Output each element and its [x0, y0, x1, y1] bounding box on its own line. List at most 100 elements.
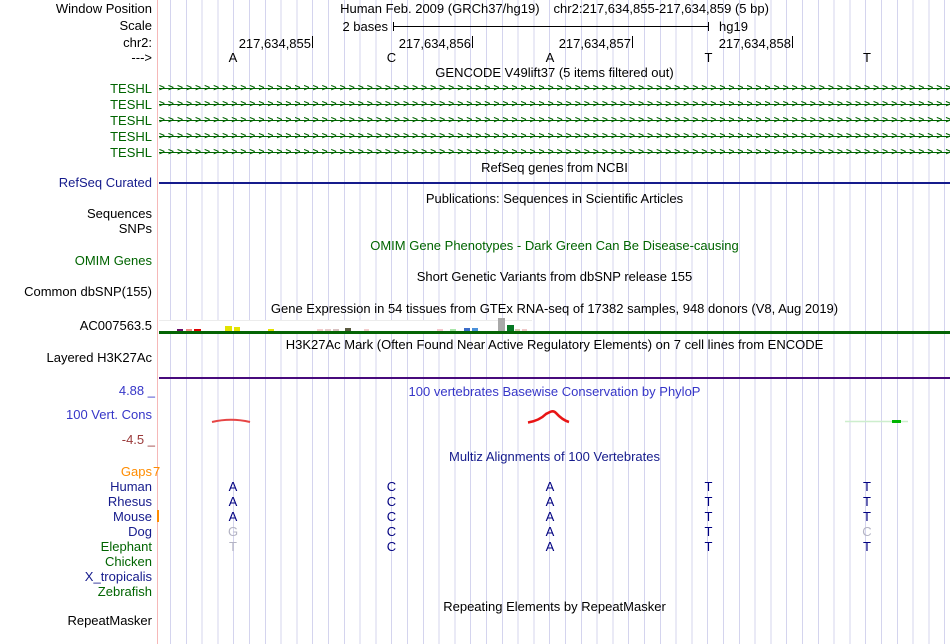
alignment-base: C	[386, 539, 397, 554]
gtex-bar	[522, 329, 527, 331]
gene-arrow-line: >>>>>>>>>>>>>>>>>>>>>>>>>>>>>>>>>>>>>>>>…	[159, 98, 950, 112]
alignment-base: C	[386, 479, 397, 494]
alignment-base: A	[545, 524, 555, 539]
track-label-repeatmasker[interactable]: RepeatMasker	[67, 613, 152, 628]
track-label-teshl[interactable]: TESHL	[110, 81, 152, 96]
species-label-human[interactable]: Human	[110, 479, 152, 494]
strand-label: --->	[131, 50, 152, 65]
repeatmasker-title[interactable]: Repeating Elements by RepeatMasker	[443, 599, 666, 614]
track-boundary-line	[157, 0, 158, 644]
ruler-base: T	[704, 50, 713, 65]
gtex-title[interactable]: Gene Expression in 54 tissues from GTEx …	[270, 301, 839, 316]
scale-bar-left-tick	[393, 22, 394, 31]
track-label-sequences[interactable]: Sequences	[86, 206, 152, 221]
conservation-min-label: -4.5 _	[121, 432, 155, 447]
gtex-bar	[225, 326, 232, 331]
ruler-coordinate: 217,634,857	[558, 36, 631, 51]
species-label-elephant[interactable]: Elephant	[100, 539, 152, 554]
ruler-base: A	[228, 50, 238, 65]
refseq-center-title[interactable]: RefSeq genes from NCBI	[481, 160, 628, 175]
phylop-dip	[211, 418, 251, 423]
track-label-common-dbsnp[interactable]: Common dbSNP(155)	[24, 284, 152, 299]
alignment-base: A	[545, 539, 555, 554]
gene-arrow-line: >>>>>>>>>>>>>>>>>>>>>>>>>>>>>>>>>>>>>>>>…	[159, 130, 950, 144]
species-label-x_tropicalis[interactable]: X_tropicalis	[84, 569, 152, 584]
gene-arrow-line: >>>>>>>>>>>>>>>>>>>>>>>>>>>>>>>>>>>>>>>>…	[159, 82, 950, 96]
alignment-base: A	[545, 494, 555, 509]
multiz-title[interactable]: Multiz Alignments of 100 Vertebrates	[448, 449, 660, 464]
genome-label: hg19	[719, 19, 748, 34]
gtex-bar	[186, 329, 192, 331]
ruler-tick	[792, 36, 793, 48]
chrom-label: chr2:	[123, 35, 152, 50]
ruler-base: C	[386, 50, 397, 65]
gencode-title[interactable]: GENCODE V49lift37 (5 items filtered out)	[435, 65, 674, 80]
track-label-vert-cons[interactable]: 100 Vert. Cons	[66, 407, 152, 422]
species-label-chicken[interactable]: Chicken	[105, 554, 152, 569]
alignment-base: T	[863, 539, 871, 554]
track-label-omim-genes[interactable]: OMIM Genes	[74, 253, 152, 268]
gene-arrow-line: >>>>>>>>>>>>>>>>>>>>>>>>>>>>>>>>>>>>>>>>…	[159, 114, 950, 128]
dbsnp-title[interactable]: Short Genetic Variants from dbSNP releas…	[416, 269, 693, 284]
conservation-wiggle	[211, 410, 908, 424]
gtex-bar	[437, 329, 443, 331]
gtex-bar	[472, 328, 478, 331]
alignment-base: T	[704, 479, 713, 494]
gtex-bar	[515, 329, 520, 331]
alignment-base: A	[228, 494, 238, 509]
track-label-teshl[interactable]: TESHL	[110, 113, 152, 128]
window-position-row: Human Feb. 2009 (GRCh37/hg19) chr2:217,63…	[159, 2, 950, 16]
alignment-base: A	[228, 479, 238, 494]
alignment-base: A	[545, 509, 555, 524]
ruler-coordinate: 217,634,855	[238, 36, 311, 51]
track-label-layered-h3k27ac[interactable]: Layered H3K27Ac	[46, 350, 152, 365]
ruler-tick	[632, 36, 633, 48]
alignment-base: A	[228, 509, 238, 524]
gaps-count-marker: 7	[153, 464, 161, 479]
track-label-gtex-gene[interactable]: AC007563.5	[79, 318, 152, 333]
h3k27ac-title[interactable]: H3K27Ac Mark (Often Found Near Active Re…	[285, 337, 824, 352]
assembly-title: Human Feb. 2009 (GRCh37/hg19)	[340, 1, 540, 16]
gtex-bar	[177, 329, 183, 331]
gtex-bar	[234, 327, 240, 331]
track-label-teshl[interactable]: TESHL	[110, 145, 152, 160]
alignment-base: T	[704, 539, 713, 554]
alignment-base: T	[704, 494, 713, 509]
alignment-base: T	[704, 524, 713, 539]
alignment-base: C	[386, 494, 397, 509]
species-label-gaps[interactable]: Gaps	[120, 464, 152, 479]
mouse-insertion-bar	[157, 510, 159, 522]
track-label-snps[interactable]: SNPs	[118, 221, 152, 236]
species-label-zebrafish[interactable]: Zebrafish	[97, 584, 152, 599]
track-label-refseq-curated[interactable]: RefSeq Curated	[58, 175, 152, 190]
gtex-bar	[268, 329, 274, 331]
scale-label: Scale	[119, 18, 152, 33]
gtex-bar	[325, 329, 331, 331]
track-label-teshl[interactable]: TESHL	[110, 129, 152, 144]
scale-bar-line	[393, 26, 709, 27]
refseq-gene-line	[159, 182, 950, 184]
gtex-bar	[498, 318, 505, 331]
species-label-rhesus[interactable]: Rhesus	[107, 494, 152, 509]
alignment-base: T	[704, 509, 713, 524]
species-label-dog[interactable]: Dog	[128, 524, 152, 539]
ruler-tick	[472, 36, 473, 48]
gtex-bar	[317, 329, 323, 331]
window-position-label: Window Position	[55, 1, 152, 16]
alignment-base: C	[386, 524, 397, 539]
track-label-teshl[interactable]: TESHL	[110, 97, 152, 112]
gtex-bar	[507, 325, 514, 331]
ruler-coordinate: 217,634,856	[398, 36, 471, 51]
ruler-tick	[312, 36, 313, 48]
species-label-mouse[interactable]: Mouse	[112, 509, 152, 524]
gtex-bar	[464, 328, 470, 331]
gtex-bar	[450, 329, 456, 331]
alignment-base: C	[862, 524, 872, 539]
alignment-base: A	[545, 479, 555, 494]
omim-title[interactable]: OMIM Gene Phenotypes - Dark Green Can Be…	[370, 238, 739, 253]
publications-title[interactable]: Publications: Sequences in Scientific Ar…	[425, 191, 684, 206]
gtex-bar	[333, 329, 339, 331]
conservation-max-label: 4.88 _	[118, 383, 155, 398]
phylop-title[interactable]: 100 vertebrates Basewise Conservation by…	[408, 384, 701, 399]
